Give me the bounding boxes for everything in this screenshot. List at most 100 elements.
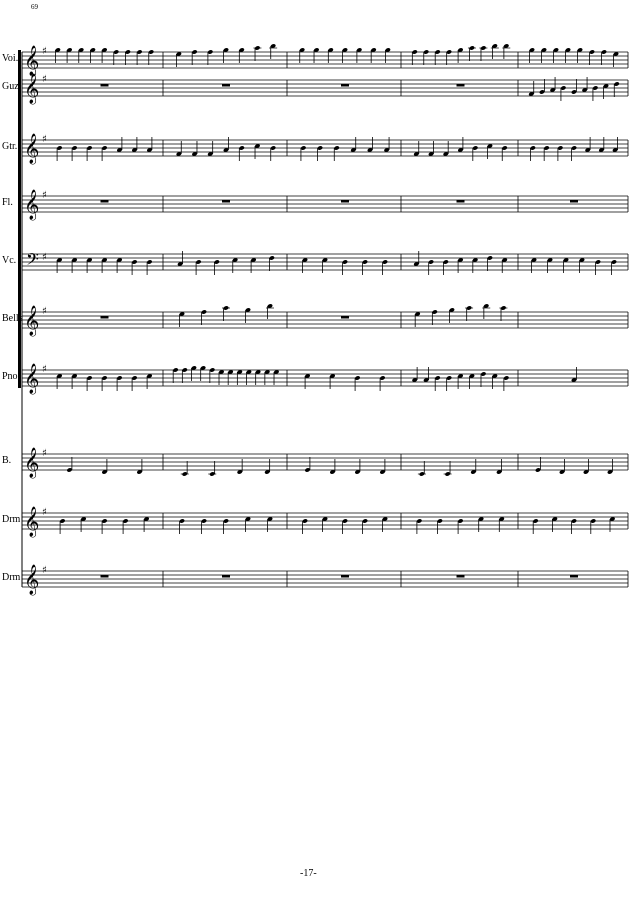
sharp-icon: ♯	[42, 190, 47, 201]
note-head	[529, 48, 535, 52]
note-head	[550, 88, 556, 92]
staff-label: Guz.	[2, 81, 22, 92]
note-head	[577, 48, 583, 52]
note-head	[131, 148, 138, 152]
note-head	[362, 519, 368, 523]
note-head	[299, 48, 305, 52]
note-head	[531, 258, 537, 262]
staff-label: Vc.	[2, 255, 17, 266]
note-head	[423, 378, 429, 382]
note-head	[502, 146, 508, 150]
note-head	[502, 258, 508, 262]
note-head	[565, 48, 571, 52]
note-head	[101, 146, 108, 150]
treble-clef-icon: 𝄞	[24, 73, 39, 105]
note-head	[192, 50, 198, 54]
note-head	[116, 258, 123, 262]
note-head	[611, 260, 617, 264]
whole-rest	[456, 575, 465, 578]
note-head	[457, 258, 464, 262]
note-head	[116, 148, 123, 152]
note-head	[544, 146, 550, 150]
note-head	[245, 517, 251, 521]
note-head	[446, 50, 452, 54]
note-head	[437, 519, 443, 523]
note-head	[146, 374, 153, 378]
note-head	[571, 378, 577, 382]
note-head	[457, 148, 464, 152]
sharp-icon: ♯	[42, 364, 47, 375]
measure-number: 69	[31, 3, 38, 11]
note-head	[146, 148, 153, 152]
whole-rest	[222, 200, 230, 203]
whole-rest	[570, 575, 578, 578]
note-head	[71, 258, 78, 262]
note-head	[223, 48, 229, 52]
note-head	[541, 48, 547, 52]
whole-rest	[100, 316, 109, 319]
note-head	[101, 519, 108, 523]
note-head	[86, 146, 93, 150]
note-head	[122, 519, 129, 523]
note-head	[435, 50, 441, 54]
treble-clef-icon: 𝄞	[24, 564, 39, 596]
whole-rest	[570, 200, 578, 203]
note-head	[245, 308, 251, 312]
note-head	[255, 370, 261, 374]
note-head	[239, 146, 245, 150]
note-head	[449, 308, 455, 312]
note-head	[469, 374, 475, 378]
note-head	[304, 374, 311, 378]
note-head	[557, 146, 563, 150]
note-head	[239, 48, 245, 52]
note-head	[496, 470, 502, 474]
note-head	[329, 374, 336, 378]
note-head	[329, 470, 336, 474]
note-head	[237, 370, 243, 374]
note-head	[322, 258, 328, 262]
note-head	[176, 152, 182, 156]
note-head	[607, 470, 613, 474]
note-head	[56, 258, 63, 262]
note-head	[428, 260, 434, 264]
note-head	[499, 517, 505, 521]
note-head	[223, 148, 229, 152]
note-head	[136, 470, 143, 474]
treble-clef-icon: 𝄞	[24, 133, 39, 165]
sharp-icon: ♯	[42, 306, 47, 317]
note-head	[367, 148, 373, 152]
whole-rest	[341, 200, 349, 203]
note-head	[612, 148, 618, 152]
note-head	[590, 519, 596, 523]
note-head	[423, 50, 429, 54]
note-head	[200, 366, 206, 370]
note-head	[492, 374, 498, 378]
note-head	[413, 262, 419, 266]
note-head	[136, 50, 143, 54]
note-head	[598, 148, 604, 152]
note-head	[412, 50, 418, 54]
note-head	[603, 84, 609, 88]
note-head	[583, 470, 589, 474]
note-head	[317, 146, 323, 150]
staff-label: Drm	[2, 514, 21, 525]
note-head	[571, 90, 577, 94]
note-head	[432, 310, 438, 314]
sharp-icon: ♯	[42, 46, 47, 57]
note-head	[443, 260, 449, 264]
note-head	[66, 48, 73, 52]
note-head	[267, 304, 273, 308]
note-head	[379, 470, 386, 474]
note-head	[201, 310, 207, 314]
note-head	[413, 152, 419, 156]
note-head	[443, 152, 449, 156]
note-head	[143, 517, 150, 521]
whole-rest	[456, 200, 465, 203]
note-head	[302, 258, 308, 262]
staff-label: Gtr.	[2, 141, 18, 152]
note-head	[195, 260, 202, 264]
note-head	[269, 256, 275, 260]
note-head	[246, 370, 252, 374]
whole-rest	[100, 575, 109, 578]
